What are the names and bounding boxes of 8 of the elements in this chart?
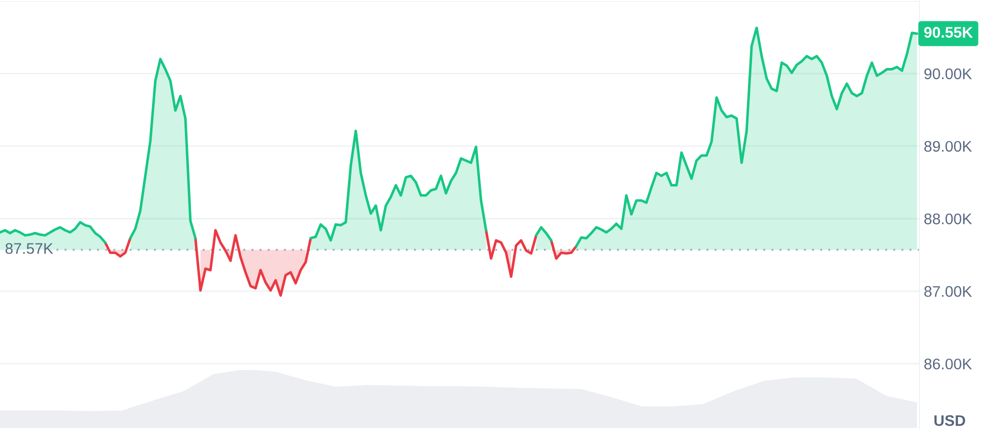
ref-line-label: 87.57K bbox=[6, 243, 54, 254]
y-tick-label: 90.00K bbox=[924, 68, 972, 80]
y-tick-label: 88.00K bbox=[924, 213, 972, 224]
y-tick-label: 86.00K bbox=[924, 358, 972, 370]
y-tick-label: 89.00K bbox=[924, 140, 972, 152]
text: 90.55K bbox=[924, 26, 973, 38]
y-axis-title: USD bbox=[934, 415, 966, 426]
y-tick-label: 87.00K bbox=[924, 286, 972, 297]
